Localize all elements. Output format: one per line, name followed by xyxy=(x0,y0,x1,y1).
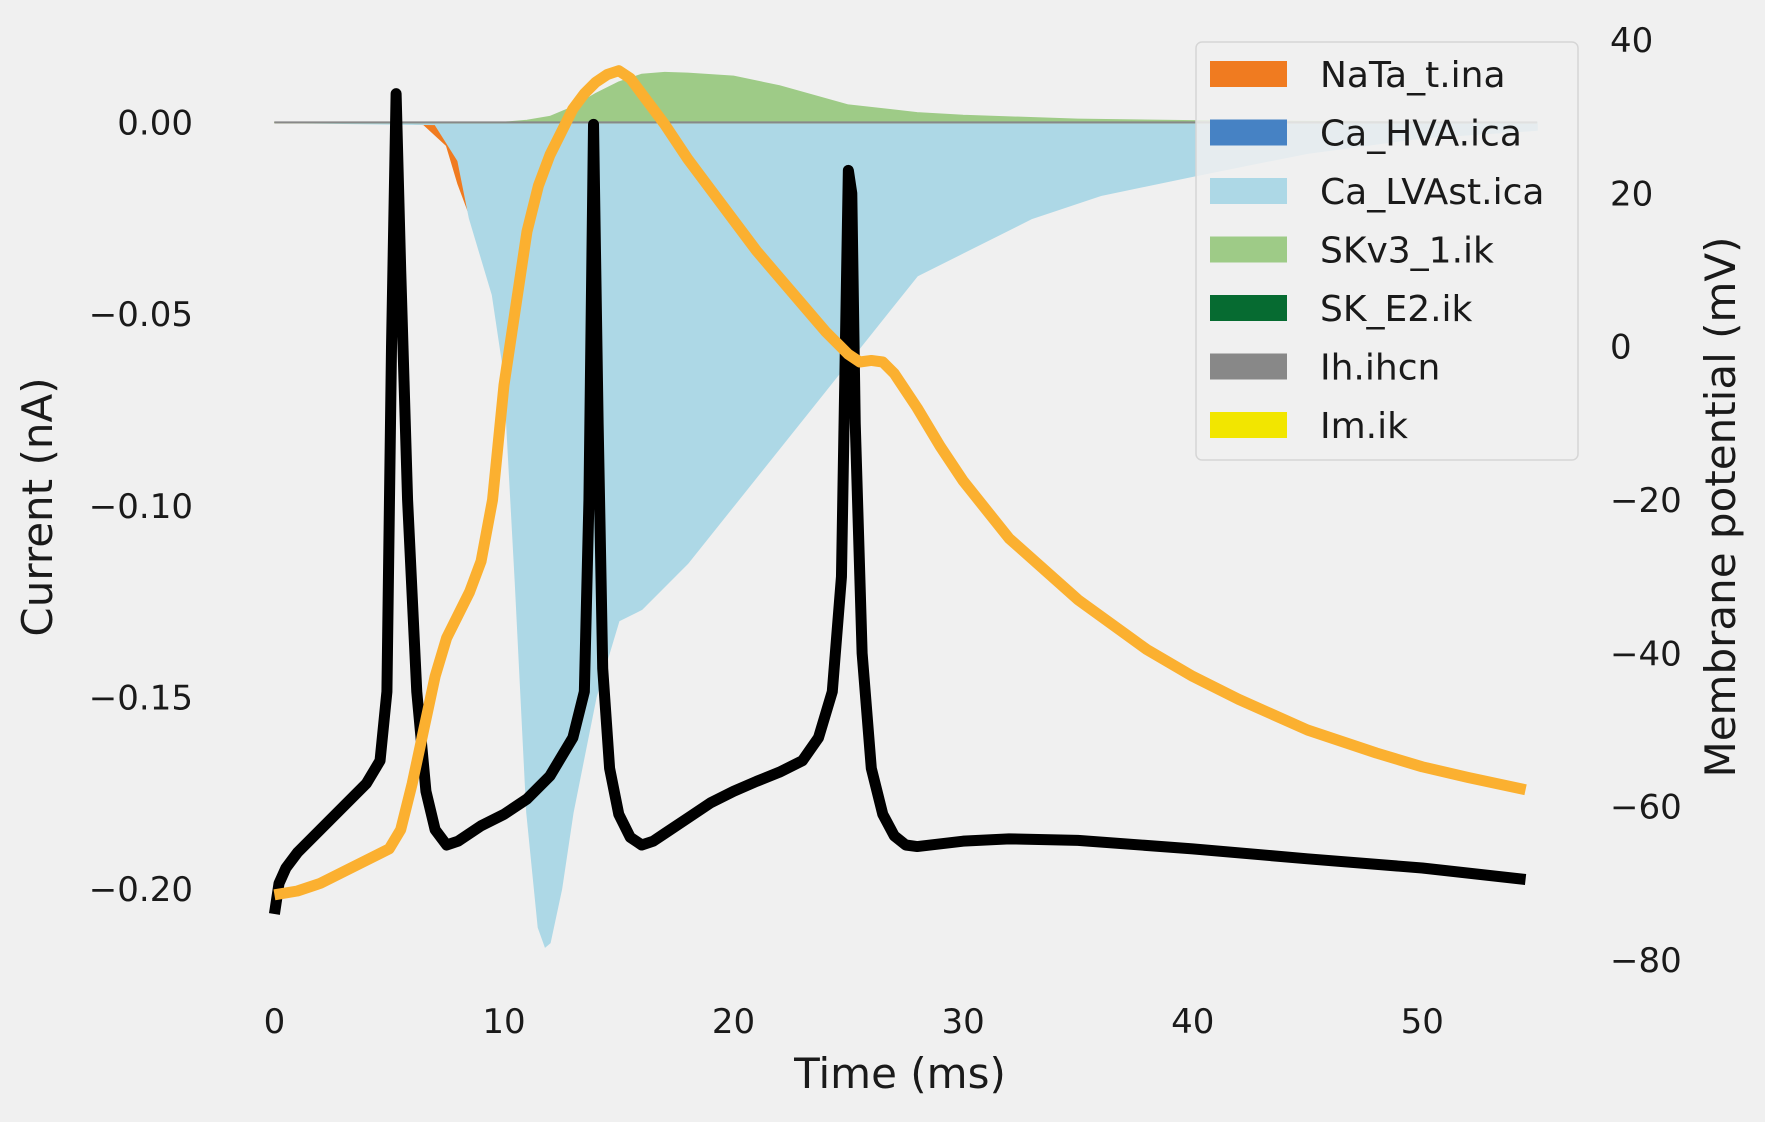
x-tick-label: 0 xyxy=(264,1002,286,1042)
legend-swatch-sk-e2-ik xyxy=(1210,295,1287,321)
legend-swatch-ih-ihcn xyxy=(1210,353,1287,380)
y-tick-label: 0.00 xyxy=(117,103,193,143)
legend-label-nata-t-ina: NaTa_t.ina xyxy=(1320,55,1506,96)
y-right-tick-label: −40 xyxy=(1610,634,1682,674)
line-series-2 xyxy=(273,65,1527,901)
y-right-tick-label: −20 xyxy=(1610,481,1682,521)
legend-label-skv3-1-ik: SKv3_1.ik xyxy=(1320,231,1494,272)
y-axis-ticks: 0.00 −0.05 −0.10 −0.15 −0.20 xyxy=(89,103,193,910)
legend-swatch-skv3-1-ik xyxy=(1210,236,1287,263)
x-axis-label: Time (ms) xyxy=(793,1049,1006,1098)
x-tick-label: 50 xyxy=(1401,1002,1444,1042)
x-axis-ticks: 0 10 20 30 40 50 xyxy=(264,1002,1444,1042)
x-tick-label: 10 xyxy=(482,1002,525,1042)
legend-label-ih-ihcn: Ih.ihcn xyxy=(1320,348,1440,389)
line-series-group xyxy=(268,65,1527,915)
legend: NaTa_t.ina Ca_HVA.ica Ca_LVAst.ica SKv3_1.i… xyxy=(1195,41,1579,461)
y-right-tick-label: 0 xyxy=(1610,328,1632,368)
y-right-tick-label: 20 xyxy=(1610,174,1653,214)
legend-label-ca-lvast-ica: Ca_LVAst.ica xyxy=(1320,172,1544,213)
legend-swatch-ca-lvast-ica xyxy=(1210,178,1287,204)
line-series-1 xyxy=(268,88,1527,915)
legend-label-ca-hva-ica: Ca_HVA.ica xyxy=(1320,114,1522,155)
legend-swatch-ca-hva-ica xyxy=(1210,119,1287,146)
y-right-axis-ticks: 40 20 0 −20 −40 −60 −80 xyxy=(1610,21,1682,981)
x-tick-label: 30 xyxy=(941,1002,984,1042)
y-axis-label: Current (nA) xyxy=(13,377,62,636)
y-right-tick-label: 40 xyxy=(1610,21,1653,61)
y-right-axis-label: Membrane potential (mV) xyxy=(1696,236,1745,777)
legend-frame xyxy=(1195,41,1579,461)
legend-swatch-nata-t-ina xyxy=(1210,61,1287,87)
area-series-skv3-1-ik xyxy=(274,71,1538,124)
x-tick-label: 20 xyxy=(712,1002,755,1042)
legend-label-sk-e2-ik: SK_E2.ik xyxy=(1320,289,1473,330)
y-right-tick-label: −60 xyxy=(1610,788,1682,828)
y-tick-label: −0.10 xyxy=(89,487,193,527)
legend-swatch-im-ik xyxy=(1210,412,1287,438)
y-tick-label: −0.15 xyxy=(89,678,193,718)
x-tick-label: 40 xyxy=(1171,1002,1214,1042)
y-tick-label: −0.05 xyxy=(89,295,193,335)
y-tick-label: −0.20 xyxy=(89,870,193,910)
y-right-tick-label: −80 xyxy=(1610,941,1682,981)
legend-label-im-ik: Im.ik xyxy=(1320,406,1408,447)
